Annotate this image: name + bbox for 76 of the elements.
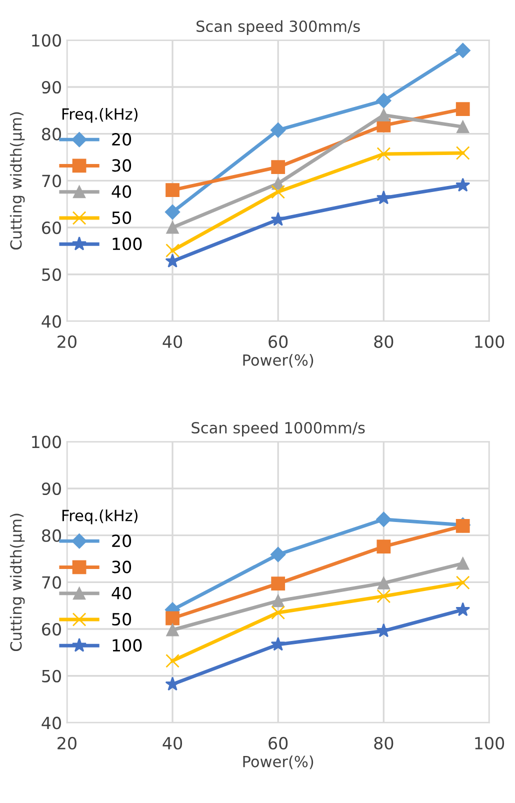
point: [270, 636, 286, 651]
point: [166, 183, 180, 197]
y-axis-title: Cutting width(μm): [10, 514, 25, 652]
x-tick-label: 20: [58, 335, 76, 348]
legend-label: 40: [112, 586, 132, 600]
point: [377, 108, 390, 122]
legend-label: 50: [112, 211, 132, 224]
point: [270, 546, 286, 562]
point: [272, 594, 284, 608]
legend-label: 100: [112, 238, 142, 250]
point: [271, 606, 286, 620]
y-tick-label: 100: [32, 436, 61, 448]
y-tick-label: 90: [42, 80, 61, 94]
point: [456, 576, 470, 590]
x-tick-label: 40: [162, 736, 182, 750]
legend-label: 20: [112, 133, 132, 146]
point: [376, 147, 391, 161]
legend-label: 100: [112, 639, 142, 652]
x-tick-label: 20: [58, 736, 76, 750]
point: [165, 254, 180, 268]
point: [456, 146, 470, 160]
point: [456, 102, 470, 116]
x-tick-label: 40: [162, 335, 182, 348]
point: [166, 244, 180, 258]
point: [456, 602, 470, 616]
legend-label: 30: [112, 159, 132, 172]
y-axis-title: Cutting width(μm): [10, 112, 25, 250]
legend-title: Freq.(kHz): [62, 509, 138, 524]
point: [164, 204, 180, 220]
x-tick-label: 100: [475, 736, 504, 750]
y-tick-label: 70: [42, 576, 61, 589]
y-tick-label: 90: [42, 482, 61, 496]
chart-title: Scan speed 300mm/s: [196, 20, 360, 35]
point: [376, 512, 392, 527]
point: [270, 122, 286, 138]
point: [166, 654, 180, 668]
point: [376, 589, 391, 604]
point: [271, 160, 286, 174]
chart-title: Scan speed 1000mm/s: [192, 422, 365, 436]
legend-label: 40: [112, 185, 132, 198]
x-tick-label: 60: [268, 335, 288, 348]
point: [165, 676, 180, 691]
point: [271, 184, 286, 199]
legend-label: 30: [112, 560, 132, 574]
legend-title: Freq.(kHz): [62, 108, 138, 123]
y-tick-label: 40: [42, 315, 61, 328]
x-axis-title: Power(%): [243, 354, 314, 368]
y-tick-label: 80: [42, 128, 61, 140]
point: [166, 221, 179, 234]
point: [376, 190, 391, 204]
point: [166, 624, 179, 636]
x-tick-label: 80: [374, 736, 394, 750]
y-tick-label: 60: [42, 622, 61, 636]
point: [377, 576, 390, 590]
x-axis-title: Power(%): [243, 756, 314, 770]
x-tick-label: 80: [374, 335, 394, 348]
point: [376, 93, 392, 108]
y-tick-label: 80: [42, 529, 61, 542]
point: [456, 557, 470, 570]
legend-label: 50: [112, 612, 132, 626]
point: [166, 611, 180, 626]
point: [456, 120, 470, 134]
y-tick-label: 70: [42, 174, 61, 188]
y-tick-label: 40: [42, 716, 61, 730]
y-tick-label: 60: [42, 221, 61, 234]
point: [455, 42, 470, 58]
point: [271, 576, 286, 591]
x-tick-label: 100: [475, 335, 504, 348]
x-tick-label: 60: [268, 736, 288, 750]
legend-label: 20: [112, 534, 132, 548]
point: [376, 540, 391, 554]
point: [270, 212, 286, 226]
y-tick-label: 50: [42, 670, 61, 682]
y-tick-label: 100: [32, 34, 61, 47]
point: [456, 178, 470, 192]
y-tick-label: 50: [42, 268, 61, 281]
